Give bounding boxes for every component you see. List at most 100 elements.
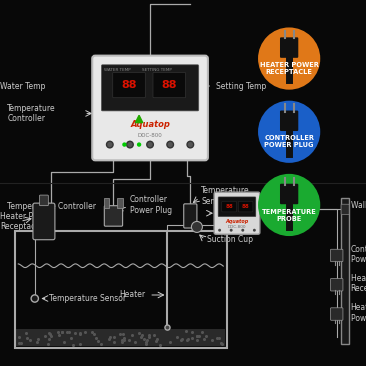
Point — [27, 337, 33, 343]
Text: Temperature
Sensor: Temperature Sensor — [201, 186, 250, 206]
Point — [16, 340, 22, 346]
Circle shape — [127, 141, 133, 148]
Point — [93, 335, 99, 341]
Point — [188, 329, 194, 335]
Point — [146, 332, 152, 338]
Point — [218, 340, 224, 346]
Point — [186, 336, 191, 342]
Point — [111, 339, 117, 344]
FancyBboxPatch shape — [184, 204, 197, 228]
Point — [35, 336, 41, 342]
Point — [46, 336, 52, 342]
Point — [107, 335, 112, 340]
FancyBboxPatch shape — [92, 56, 208, 160]
Text: Controller
Power Plug: Controller Power Plug — [351, 244, 366, 264]
Point — [120, 331, 126, 337]
Circle shape — [165, 325, 170, 330]
FancyBboxPatch shape — [222, 201, 236, 212]
Point — [151, 332, 157, 338]
Point — [153, 339, 159, 344]
Point — [209, 337, 215, 343]
Circle shape — [230, 229, 233, 232]
Point — [119, 339, 125, 345]
Point — [126, 337, 132, 343]
Bar — [15, 231, 227, 348]
FancyBboxPatch shape — [218, 197, 256, 217]
Text: Heater
Power Plug: Heater Power Plug — [351, 303, 366, 323]
Circle shape — [258, 174, 320, 236]
FancyBboxPatch shape — [280, 37, 298, 58]
Circle shape — [167, 141, 173, 148]
Point — [143, 339, 149, 345]
Text: 88: 88 — [225, 204, 233, 209]
Point — [25, 335, 30, 341]
Circle shape — [253, 229, 256, 232]
Bar — [341, 198, 349, 344]
Point — [157, 342, 163, 348]
Point — [82, 329, 87, 335]
Text: 88: 88 — [121, 80, 137, 90]
Circle shape — [107, 141, 113, 148]
Text: 88: 88 — [242, 204, 250, 209]
Circle shape — [241, 229, 244, 232]
Point — [219, 341, 225, 347]
Point — [183, 329, 188, 335]
Point — [78, 341, 83, 347]
Point — [72, 330, 78, 336]
Circle shape — [147, 141, 153, 148]
Point — [194, 337, 200, 343]
Point — [189, 335, 195, 341]
Text: Suction Cup: Suction Cup — [207, 235, 253, 244]
Text: Wall outlet: Wall outlet — [351, 201, 366, 210]
FancyBboxPatch shape — [330, 249, 343, 262]
Point — [179, 336, 184, 342]
FancyBboxPatch shape — [101, 65, 199, 111]
Point — [119, 337, 125, 343]
Point — [56, 332, 62, 337]
Point — [154, 336, 160, 342]
Point — [121, 335, 127, 341]
FancyBboxPatch shape — [104, 206, 123, 226]
Point — [141, 336, 147, 342]
Text: Temperature Sensor: Temperature Sensor — [49, 294, 127, 303]
Circle shape — [218, 229, 221, 232]
Point — [201, 336, 206, 342]
Point — [194, 333, 200, 339]
Text: Aquatop: Aquatop — [225, 219, 249, 224]
Point — [194, 333, 200, 339]
FancyBboxPatch shape — [40, 195, 48, 206]
Text: Heater Power
Receptacle: Heater Power Receptacle — [351, 274, 366, 294]
FancyBboxPatch shape — [113, 72, 145, 98]
Point — [66, 329, 72, 335]
FancyBboxPatch shape — [104, 198, 109, 208]
Point — [16, 334, 22, 340]
FancyBboxPatch shape — [214, 192, 260, 234]
Text: WATER TEMP: WATER TEMP — [104, 68, 131, 71]
Point — [77, 331, 83, 337]
Point — [18, 340, 24, 346]
Point — [167, 339, 173, 345]
FancyBboxPatch shape — [280, 111, 298, 131]
Text: SETTING TEMP: SETTING TEMP — [142, 68, 172, 71]
FancyBboxPatch shape — [341, 204, 349, 214]
Point — [203, 333, 209, 339]
Circle shape — [187, 141, 194, 148]
Circle shape — [258, 27, 320, 90]
Circle shape — [258, 101, 320, 163]
Text: Setting Temp: Setting Temp — [216, 82, 266, 90]
Point — [60, 329, 66, 335]
Point — [98, 341, 104, 347]
Point — [214, 335, 220, 341]
Point — [70, 341, 76, 347]
Point — [178, 337, 184, 343]
FancyBboxPatch shape — [33, 203, 55, 240]
Polygon shape — [135, 115, 143, 123]
Point — [47, 331, 53, 337]
Text: Water Temp: Water Temp — [0, 82, 45, 90]
Point — [46, 330, 52, 336]
Point — [45, 341, 51, 347]
Text: Controller
Power Plug: Controller Power Plug — [130, 195, 172, 215]
Text: HEATER POWER
RECEPTACLE: HEATER POWER RECEPTACLE — [260, 62, 318, 75]
Text: Heater: Heater — [119, 291, 146, 299]
FancyBboxPatch shape — [238, 201, 253, 212]
